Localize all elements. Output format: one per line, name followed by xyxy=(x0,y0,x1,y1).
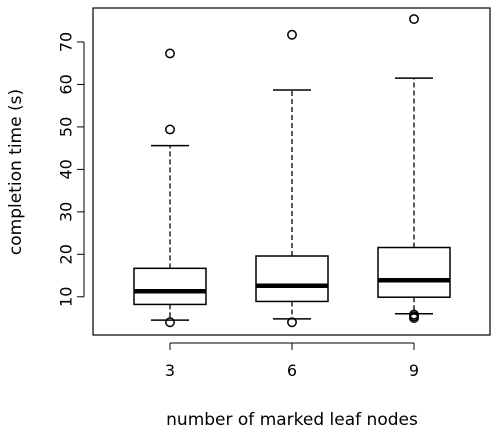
outlier-point xyxy=(165,317,175,328)
box-9 xyxy=(377,14,451,323)
outlier-point xyxy=(287,317,297,328)
box-6 xyxy=(255,29,329,328)
x-axis: 3 6 9 xyxy=(165,342,419,380)
y-tick-label-70: 70 xyxy=(57,32,76,52)
y-tick-label-30: 30 xyxy=(57,202,76,222)
iqr-box xyxy=(133,267,207,306)
outlier-point xyxy=(409,14,419,24)
outlier-point xyxy=(165,124,175,135)
box-3 xyxy=(133,48,207,328)
x-tick-label-3: 3 xyxy=(165,361,175,380)
box-group xyxy=(133,14,451,328)
iqr-box xyxy=(377,246,451,298)
y-tick-label-50: 50 xyxy=(57,117,76,137)
outlier-point xyxy=(409,309,419,320)
plot-frame xyxy=(92,7,491,336)
iqr-box xyxy=(255,255,329,303)
y-tick-label-60: 60 xyxy=(57,74,76,94)
x-axis-title: number of marked leaf nodes xyxy=(166,410,418,430)
outlier-point xyxy=(287,29,297,40)
x-tick-label-9: 9 xyxy=(409,361,419,380)
x-tick-label-6: 6 xyxy=(287,361,297,380)
outlier-point xyxy=(165,48,175,59)
y-axis: 10 20 30 40 50 60 70 xyxy=(57,32,85,307)
y-tick-label-20: 20 xyxy=(57,244,76,264)
y-axis-title: completion time (s) xyxy=(6,89,26,255)
y-tick-label-10: 10 xyxy=(57,287,76,307)
y-tick-label-40: 40 xyxy=(57,159,76,179)
